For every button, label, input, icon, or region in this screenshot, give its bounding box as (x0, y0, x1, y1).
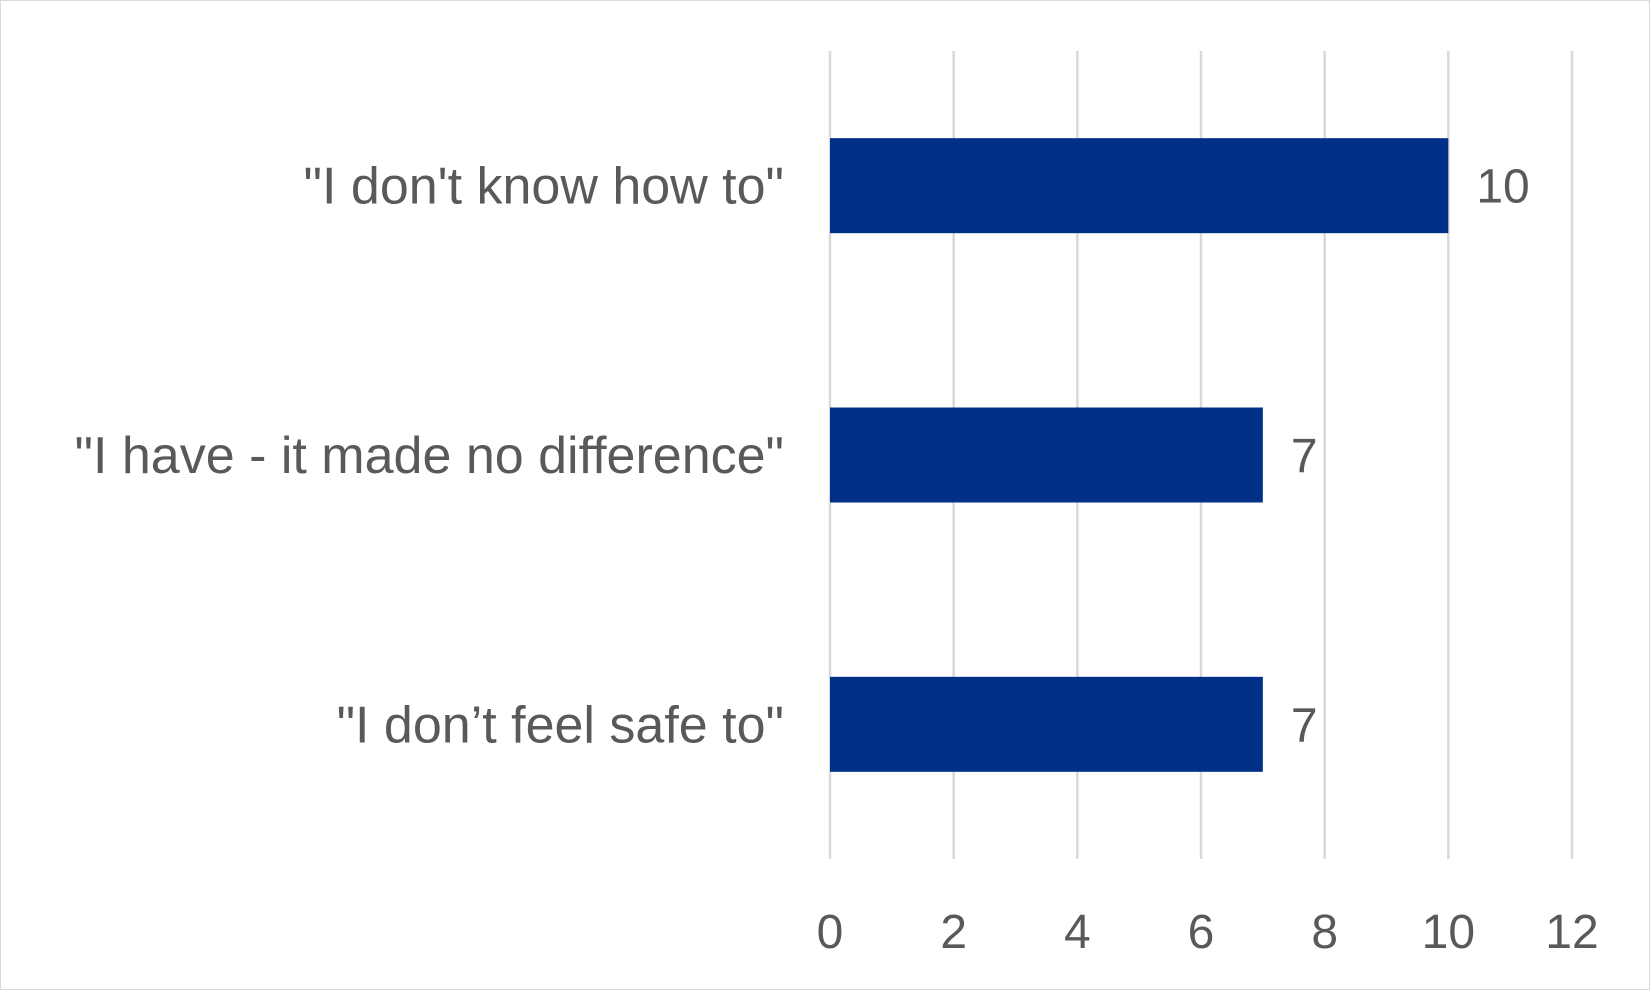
bar (830, 676, 1263, 772)
x-tick-label: 8 (1311, 906, 1338, 959)
category-label: "I have - it made no difference" (75, 427, 784, 485)
data-label: 7 (1291, 699, 1318, 752)
x-tick-label: 2 (940, 906, 967, 959)
x-tick-label: 10 (1422, 906, 1475, 959)
x-tick-label: 4 (1064, 906, 1091, 959)
data-label: 10 (1476, 161, 1529, 214)
bars (830, 138, 1449, 772)
bar (830, 407, 1263, 503)
x-tick-label: 12 (1545, 906, 1598, 959)
data-label: 7 (1291, 430, 1318, 483)
labels: 0 2 4 6 8 10 12 "I don't know how to" 10 "I have … (75, 158, 1599, 959)
category-label: "I don't know how to" (304, 158, 784, 216)
category-label: "I don’t feel safe to" (337, 696, 784, 754)
x-tick-label: 6 (1188, 906, 1215, 959)
x-tick-label: 0 (817, 906, 844, 959)
bar (830, 138, 1449, 234)
